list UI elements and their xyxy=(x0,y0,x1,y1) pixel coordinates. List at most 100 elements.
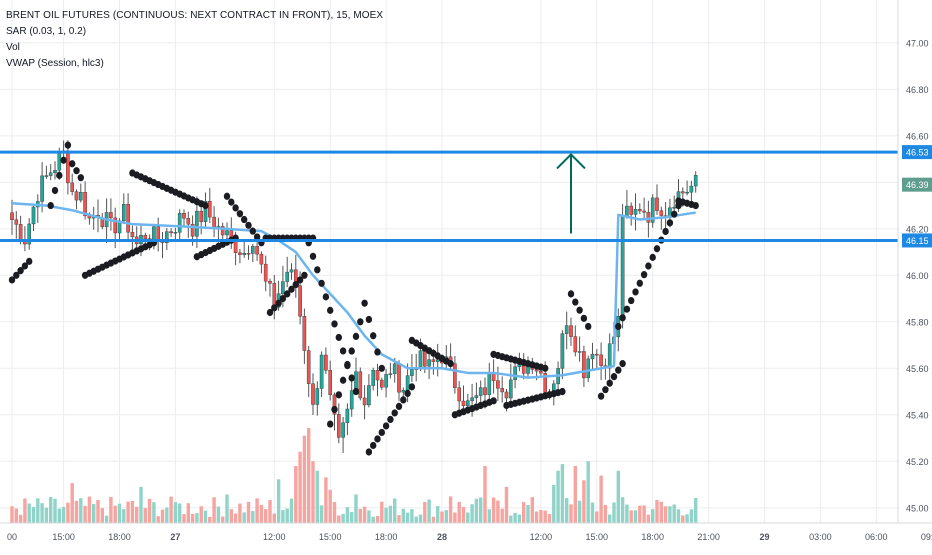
volume-bar xyxy=(36,498,40,523)
symbol-title[interactable]: BRENT OIL FUTURES (CONTINUOUS: NEXT CONT… xyxy=(6,10,384,21)
sar-dot xyxy=(542,364,549,372)
candle-body xyxy=(229,230,234,238)
volume-bar xyxy=(57,508,61,523)
candle-body xyxy=(655,197,659,211)
sar-dot xyxy=(559,387,566,396)
candle-body xyxy=(14,219,19,225)
volume-bar xyxy=(143,508,147,523)
sar-dot xyxy=(374,435,381,443)
volume-bar xyxy=(629,510,633,523)
sar-dot xyxy=(585,322,592,331)
candle-body xyxy=(380,379,384,388)
sar-dot xyxy=(223,192,231,200)
sar-dot xyxy=(623,305,631,313)
arrow-head xyxy=(556,153,586,170)
candle-body xyxy=(182,212,186,219)
volume-bar xyxy=(40,503,44,523)
sar-dot xyxy=(331,405,338,414)
volume-bar xyxy=(337,515,341,523)
candle-body xyxy=(255,246,259,255)
candle-body xyxy=(375,370,380,381)
candle-body xyxy=(53,170,57,173)
volume-bar xyxy=(332,502,337,523)
candle-body xyxy=(220,226,225,236)
time-tick-label: 09:00 xyxy=(921,532,932,542)
candle-body xyxy=(453,363,457,388)
volume-bar xyxy=(199,506,203,523)
sar-indicator-label[interactable]: SAR (0.03, 1, 0.2) xyxy=(6,26,87,37)
sar-dot xyxy=(378,428,385,437)
sar-dot xyxy=(266,308,274,317)
sar-dot xyxy=(232,204,239,212)
volume-indicator-label[interactable]: Vol xyxy=(6,42,20,53)
candle-body xyxy=(371,370,376,386)
candle-body xyxy=(681,191,685,194)
sar-dot xyxy=(602,386,609,394)
candle-body xyxy=(173,232,178,234)
volume-bar xyxy=(147,498,152,523)
volume-bar xyxy=(633,510,638,523)
candle-body xyxy=(319,354,324,389)
volume-bar xyxy=(448,496,453,523)
volume-bar xyxy=(565,498,569,523)
volume-bar xyxy=(345,507,350,523)
volume-bar xyxy=(216,506,221,523)
volume-bar xyxy=(169,496,173,523)
volume-bar xyxy=(552,485,556,523)
volume-bar xyxy=(668,506,672,523)
candle-body xyxy=(78,192,83,201)
volume-bar xyxy=(27,503,31,523)
sar-dot xyxy=(26,257,33,265)
volume-bar xyxy=(689,509,694,523)
candle-body xyxy=(638,209,642,212)
candle-body xyxy=(478,387,483,396)
volume-bar xyxy=(517,514,522,523)
price-tick-label: 45.00 xyxy=(906,503,929,513)
volume-bar xyxy=(405,512,410,523)
candle-body xyxy=(259,253,264,265)
time-tick-label: 29 xyxy=(759,532,769,542)
candle-body xyxy=(431,359,436,362)
vwap-indicator-label[interactable]: VWAP (Session, hlc3) xyxy=(6,58,104,69)
volume-bar xyxy=(70,483,74,523)
candle-body xyxy=(573,336,578,353)
candle-body xyxy=(10,212,14,220)
volume-bar xyxy=(302,435,307,523)
candle-body xyxy=(693,175,698,187)
candle-body xyxy=(410,369,414,376)
legend: BRENT OIL FUTURES (CONTINUOUS: NEXT CONT… xyxy=(6,8,383,72)
line-price-label: 46.15 xyxy=(906,236,929,246)
sar-dot xyxy=(352,387,360,396)
candle-body xyxy=(281,281,285,294)
volume-bar xyxy=(367,510,371,523)
candle-body xyxy=(48,172,53,176)
candle-body xyxy=(392,363,397,374)
candle-body xyxy=(504,391,509,399)
sar-dot xyxy=(640,271,648,279)
volume-bar xyxy=(491,497,496,523)
volume-bar xyxy=(457,501,461,523)
volume-bar xyxy=(681,515,685,523)
price-tick-label: 46.80 xyxy=(906,85,929,95)
volume-bar xyxy=(225,494,229,523)
volume-bar xyxy=(470,504,474,523)
price-tick-label: 46.00 xyxy=(906,271,929,281)
volume-bar xyxy=(595,511,599,523)
volume-bar xyxy=(233,513,238,523)
volume-bar xyxy=(431,516,436,523)
volume-bar xyxy=(608,514,612,523)
candle-body xyxy=(40,175,44,202)
time-tick-label: 18:00 xyxy=(641,532,664,542)
candle-body xyxy=(685,191,689,194)
candle-body xyxy=(126,204,130,233)
volume-bar xyxy=(526,505,530,523)
sar-dot xyxy=(619,314,626,322)
volume-bar xyxy=(268,499,272,523)
volume-bar xyxy=(285,508,289,523)
volume-bar xyxy=(534,511,539,523)
candle-body xyxy=(388,373,393,375)
sar-dot xyxy=(645,262,652,270)
candle-body xyxy=(315,388,320,405)
